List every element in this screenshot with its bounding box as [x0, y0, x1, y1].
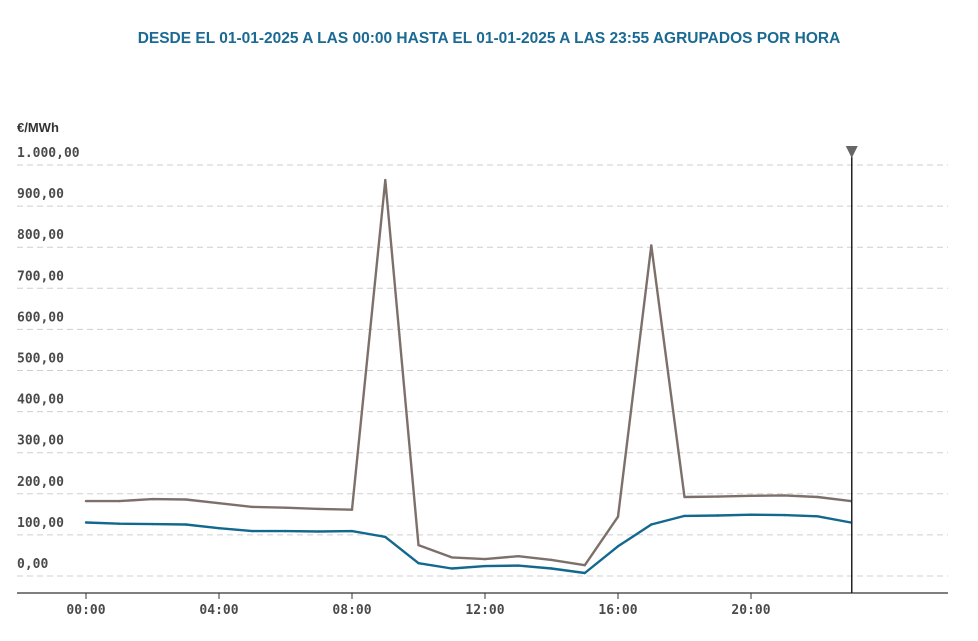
data-point	[251, 529, 254, 533]
data-point	[417, 543, 420, 547]
data-point	[583, 571, 586, 575]
page-title: DESDE EL 01-01-2025 A LAS 00:00 HASTA EL…	[137, 30, 841, 47]
series-line-1	[86, 178, 851, 567]
y-axis-ticks: 0,00 100,00 200,00 300,00 400,00 500,00 600,00…	[17, 146, 80, 572]
data-point	[550, 567, 553, 570]
y-tick-label: 300,00	[17, 434, 64, 449]
y-axis-unit-label: €/MWh	[17, 120, 59, 135]
data-point	[683, 514, 686, 518]
y-tick-label: 100,00	[17, 516, 64, 531]
x-tick-label: 16:00	[598, 603, 637, 618]
y-tick-label: 700,00	[17, 269, 64, 284]
data-point	[650, 523, 653, 526]
data-point	[583, 564, 586, 567]
data-point	[450, 556, 453, 559]
data-point	[517, 555, 520, 558]
data-point	[816, 495, 819, 499]
data-point	[118, 499, 121, 503]
data-point	[783, 494, 786, 497]
y-tick-label: 900,00	[17, 187, 64, 202]
data-point	[217, 527, 221, 530]
data-point	[816, 515, 819, 518]
y-tick-label: 600,00	[17, 310, 64, 325]
y-tick-label: 0,00	[17, 557, 48, 572]
data-point	[749, 513, 753, 516]
time-cursor	[845, 146, 858, 593]
data-point	[251, 505, 254, 509]
data-point	[184, 523, 187, 526]
data-point	[716, 495, 719, 498]
data-point	[683, 495, 686, 499]
data-point	[483, 564, 487, 568]
data-point	[184, 498, 187, 501]
data-point	[450, 567, 453, 570]
data-point	[650, 244, 653, 247]
data-point	[350, 508, 354, 511]
data-point	[616, 515, 620, 518]
data-point	[151, 522, 154, 526]
y-tick-label: 800,00	[17, 228, 64, 243]
data-point	[384, 178, 387, 182]
data-point	[151, 497, 154, 501]
data-point	[317, 530, 320, 533]
x-tick-label: 00:00	[66, 603, 105, 618]
x-tick-label: 08:00	[332, 603, 371, 618]
data-point	[483, 557, 487, 561]
x-axis-ticks: 00:00 04:00 08:00 12:00 16:00 20:00	[66, 593, 771, 618]
data-point	[417, 562, 420, 565]
data-point	[284, 506, 287, 509]
data-point	[84, 521, 88, 524]
data-point	[284, 529, 287, 533]
data-point	[317, 507, 320, 511]
data-point	[84, 499, 88, 503]
data-point	[783, 513, 786, 517]
data-point	[217, 502, 221, 505]
x-tick-label: 04:00	[199, 603, 238, 618]
data-point	[384, 535, 387, 539]
cursor-handle-icon[interactable]	[845, 146, 858, 158]
y-tick-label: 400,00	[17, 393, 64, 408]
y-tick-label: 200,00	[17, 475, 64, 490]
series-line-2	[85, 513, 852, 575]
data-point	[350, 529, 354, 533]
y-tick-label: 1.000,00	[17, 146, 80, 161]
series-group	[84, 178, 852, 575]
data-point	[716, 514, 719, 517]
x-tick-label: 20:00	[731, 603, 770, 618]
data-point	[616, 545, 620, 548]
x-tick-label: 12:00	[465, 603, 504, 618]
data-point	[118, 522, 121, 525]
data-point	[550, 558, 553, 562]
y-tick-label: 500,00	[17, 352, 64, 367]
data-point	[517, 564, 520, 567]
data-point	[749, 494, 753, 497]
gridlines	[17, 164, 948, 577]
